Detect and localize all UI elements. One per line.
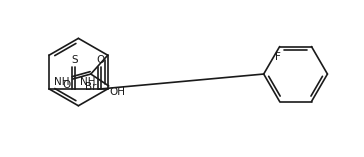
Text: NH: NH — [80, 77, 96, 87]
Text: OH: OH — [110, 87, 126, 97]
Text: O: O — [97, 55, 105, 65]
Text: F: F — [275, 51, 281, 62]
Text: NH: NH — [54, 77, 70, 87]
Text: Br: Br — [85, 82, 97, 92]
Text: O: O — [63, 80, 71, 90]
Text: S: S — [72, 55, 78, 65]
